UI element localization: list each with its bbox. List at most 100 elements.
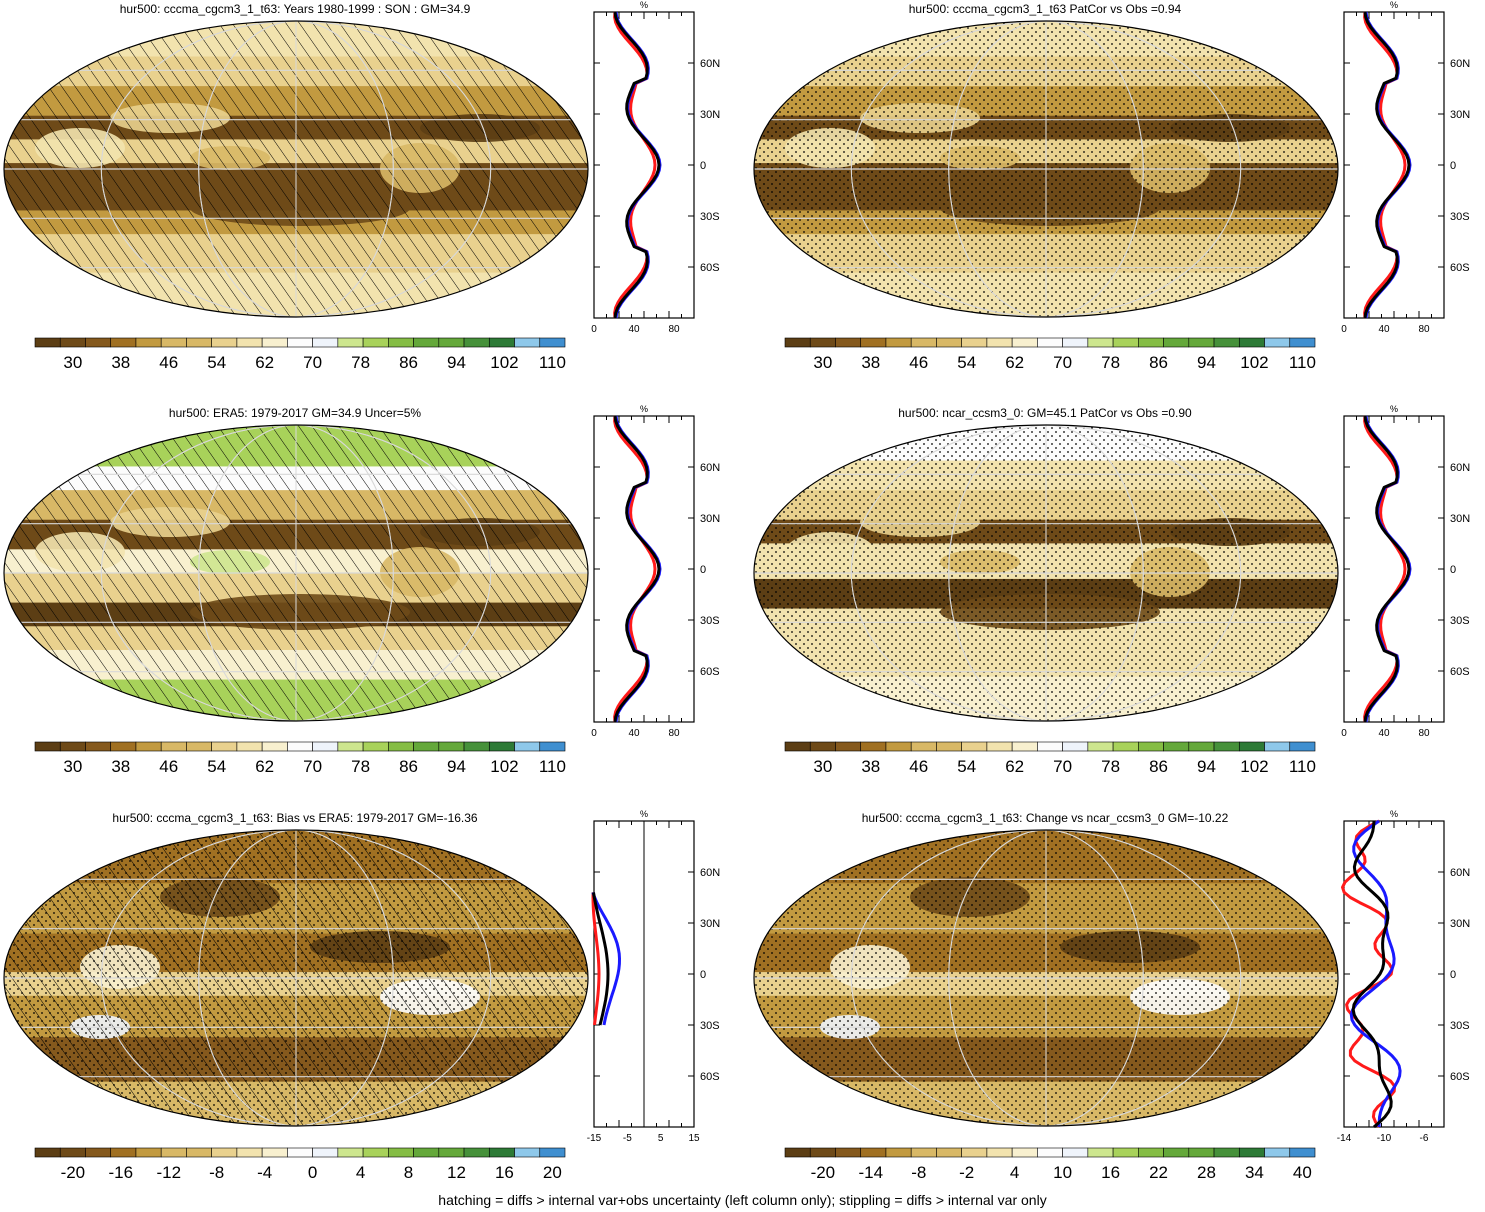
zonal-x-tick-label: 40 <box>628 324 640 335</box>
colorbar-label: 40 <box>1293 1163 1312 1182</box>
colorbar-label: 102 <box>1240 353 1268 372</box>
colorbar-swatch <box>986 337 1013 348</box>
colorbar-label: 86 <box>399 757 418 776</box>
zonal-profile-model-patcor: % 0 40 80 60N 30N 0 30S 60S <box>1341 0 1470 335</box>
panel-title-era5: hur500: ERA5: 1979-2017 GM=34.9 Uncer=5% <box>168 406 422 420</box>
colorbar-swatch <box>362 337 389 348</box>
colorbar-swatch <box>211 1147 238 1158</box>
colorbar-swatch <box>986 1147 1013 1158</box>
colorbar-label: -4 <box>257 1163 272 1182</box>
colorbar-swatch <box>211 741 238 752</box>
colorbar-swatch <box>34 741 61 752</box>
footer-note: hatching = diffs > internal var+obs unce… <box>438 1192 1047 1208</box>
zonal-y-tick-label: 30S <box>700 1020 720 1032</box>
zonal-y-tick-label: 0 <box>700 969 706 981</box>
colorbar-swatch <box>809 741 836 752</box>
zonal-x-tick-label: 80 <box>668 728 680 739</box>
colorbar-swatch <box>1238 1147 1265 1158</box>
colorbar-swatch <box>1188 337 1215 348</box>
zonal-y-tick-label: 30N <box>700 918 720 930</box>
colorbar-label: 30 <box>63 353 82 372</box>
colorbar-change: -20 -14 -8 -2 4 10 16 22 28 34 40 <box>784 1147 1316 1182</box>
colorbar-label: 94 <box>1197 353 1216 372</box>
colorbar-swatch <box>514 1147 541 1158</box>
colorbar-swatch <box>1037 337 1063 348</box>
colorbar-label: 86 <box>1149 353 1168 372</box>
colorbar-swatch <box>337 337 364 348</box>
zonal-unit-label: % <box>640 0 648 10</box>
zonal-y-tick-label: 30S <box>700 615 720 627</box>
zonal-y-tick-label: 30N <box>1450 109 1470 121</box>
colorbar-swatch <box>438 337 465 348</box>
colorbar-swatch <box>1163 1147 1190 1158</box>
colorbar-model-patcor: 30 38 46 54 62 70 78 86 94 102 110 <box>784 337 1316 372</box>
colorbar-label: -20 <box>811 1163 836 1182</box>
zonal-x-tick-label: 0 <box>1341 728 1347 739</box>
colorbar-label: 30 <box>63 757 82 776</box>
colorbar-label: 54 <box>207 353 226 372</box>
colorbar-swatch <box>135 337 162 348</box>
zonal-y-tick-label: 30N <box>1450 513 1470 525</box>
colorbar-swatch <box>110 741 137 752</box>
zonal-x-tick-label: 0 <box>591 324 597 335</box>
zonal-unit-label: % <box>1390 404 1398 414</box>
colorbar-swatch <box>1037 741 1063 752</box>
colorbar-swatch <box>936 337 962 348</box>
colorbar-label: 94 <box>447 757 466 776</box>
colorbar-swatch <box>488 337 515 348</box>
map-field-ncar <box>754 425 1338 721</box>
map-bias <box>3 829 589 1127</box>
colorbar-label: 46 <box>159 353 178 372</box>
colorbar-swatch <box>1213 1147 1240 1158</box>
zonal-line-red <box>1363 11 1407 319</box>
colorbar-swatch <box>236 741 263 752</box>
zonal-x-tick-label: 80 <box>1418 728 1430 739</box>
colorbar-swatch <box>1138 1147 1164 1158</box>
colorbar-label: 4 <box>1010 1163 1019 1182</box>
colorbar-label: 38 <box>111 757 130 776</box>
colorbar-label: 38 <box>861 757 880 776</box>
colorbar-swatch <box>413 337 440 348</box>
colorbar-swatch <box>784 337 811 348</box>
colorbar-swatch <box>85 741 112 752</box>
zonal-line-black <box>1363 415 1411 723</box>
zonal-profile-era5: % 0 40 80 60N 30N 0 30S 60S <box>591 404 720 739</box>
map-change <box>753 829 1339 1127</box>
zonal-profile-model-mean: % 0 40 80 60N 30N 0 30S 60S <box>591 0 720 335</box>
zonal-profile-bias: % -15 -5 5 15 60N 30N 0 30S 60S <box>587 809 720 1144</box>
colorbar-label: 54 <box>957 353 976 372</box>
colorbar-swatch <box>135 741 162 752</box>
colorbar-swatch <box>261 1147 288 1158</box>
zonal-y-tick-label: 60S <box>700 262 720 274</box>
map-model-patcor <box>753 20 1339 318</box>
zonal-x-tick-label: 0 <box>1341 324 1347 335</box>
zonal-y-tick-label: 30N <box>700 513 720 525</box>
colorbar-swatch <box>463 1147 490 1158</box>
colorbar-swatch <box>784 741 811 752</box>
panel-title-model-patcor: hur500: cccma_cgcm3_1_t63 PatCor vs Obs … <box>908 2 1182 16</box>
colorbar-label: 46 <box>159 757 178 776</box>
colorbar-swatch <box>514 741 541 752</box>
panel-title-model-mean: hur500: cccma_cgcm3_1_t63: Years 1980-19… <box>119 2 471 16</box>
colorbar-label: 102 <box>490 757 518 776</box>
colorbar-swatch <box>539 741 566 752</box>
map-field-era5 <box>4 425 588 721</box>
colorbar-swatch <box>961 1147 988 1158</box>
colorbar-swatch <box>438 741 465 752</box>
zonal-line-black <box>592 892 610 1026</box>
zonal-line-black <box>1351 820 1393 1129</box>
colorbar-label: 70 <box>1053 353 1072 372</box>
colorbar-swatch <box>388 337 414 348</box>
colorbar-swatch <box>312 741 339 752</box>
colorbar-swatch <box>261 741 288 752</box>
colorbar-swatch <box>463 741 490 752</box>
colorbar-swatch <box>961 337 988 348</box>
colorbar-swatch <box>362 1147 389 1158</box>
zonal-line-blue <box>591 891 621 1026</box>
colorbar-swatch <box>539 1147 566 1158</box>
colorbar-ncar: 30 38 46 54 62 70 78 86 94 102 110 <box>784 741 1316 776</box>
colorbar-swatch <box>186 337 212 348</box>
zonal-x-tick-label: -15 <box>587 1133 602 1144</box>
colorbar-swatch <box>1238 741 1265 752</box>
colorbar-swatch <box>312 337 339 348</box>
